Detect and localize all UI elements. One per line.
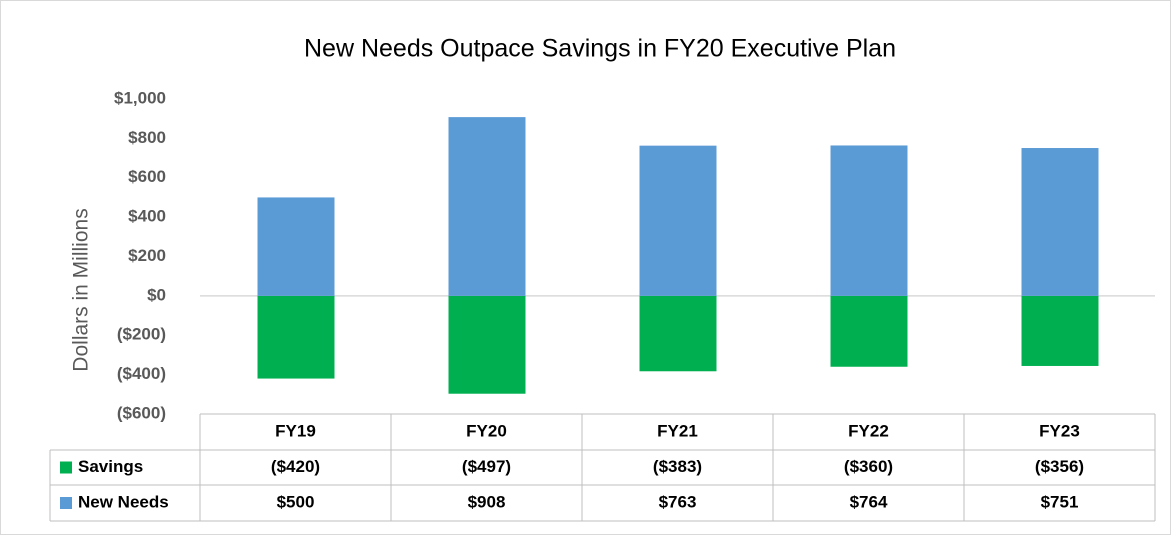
bar: [448, 295, 526, 394]
data-table-value: $764: [850, 492, 888, 511]
y-tick-label: ($400): [117, 364, 166, 383]
bar: [257, 197, 335, 296]
bar: [257, 295, 335, 379]
legend-swatch: [60, 461, 72, 474]
data-table-value: ($420): [271, 457, 320, 476]
x-tick-label: FY23: [1039, 421, 1080, 440]
data-table-value: ($497): [462, 457, 511, 476]
legend-label: Savings: [78, 457, 143, 476]
y-tick-label: $600: [128, 167, 166, 186]
y-tick-label: $400: [128, 207, 166, 226]
x-tick-label: FY19: [275, 421, 316, 440]
bar: [1021, 295, 1099, 366]
y-tick-label: $1,000: [114, 88, 166, 107]
data-table-value: $908: [468, 492, 506, 511]
data-table-value: ($356): [1035, 457, 1084, 476]
y-tick-label: ($200): [117, 325, 166, 344]
x-tick-label: FY22: [848, 421, 889, 440]
bar: [1021, 148, 1099, 296]
data-table-value: ($360): [844, 457, 893, 476]
chart-title: New Needs Outpace Savings in FY20 Execut…: [304, 35, 896, 63]
x-tick-label: FY21: [657, 421, 698, 440]
bar: [830, 295, 908, 367]
bar: [830, 145, 908, 296]
y-tick-label: $800: [128, 128, 166, 147]
data-table-value: $751: [1041, 492, 1079, 511]
data-table-value: $763: [659, 492, 697, 511]
bar: [639, 145, 717, 296]
y-tick-label: $0: [147, 285, 166, 304]
data-table-value: ($383): [653, 457, 702, 476]
y-tick-label: $200: [128, 246, 166, 265]
bar: [448, 117, 526, 296]
bar: [639, 295, 717, 372]
data-table-value: $500: [277, 492, 315, 511]
y-tick-label: ($600): [117, 403, 166, 422]
legend-swatch: [60, 497, 72, 509]
x-tick-label: FY20: [466, 421, 507, 440]
y-axis-label: Dollars in Millions: [70, 208, 93, 371]
legend-label: New Needs: [78, 492, 169, 511]
